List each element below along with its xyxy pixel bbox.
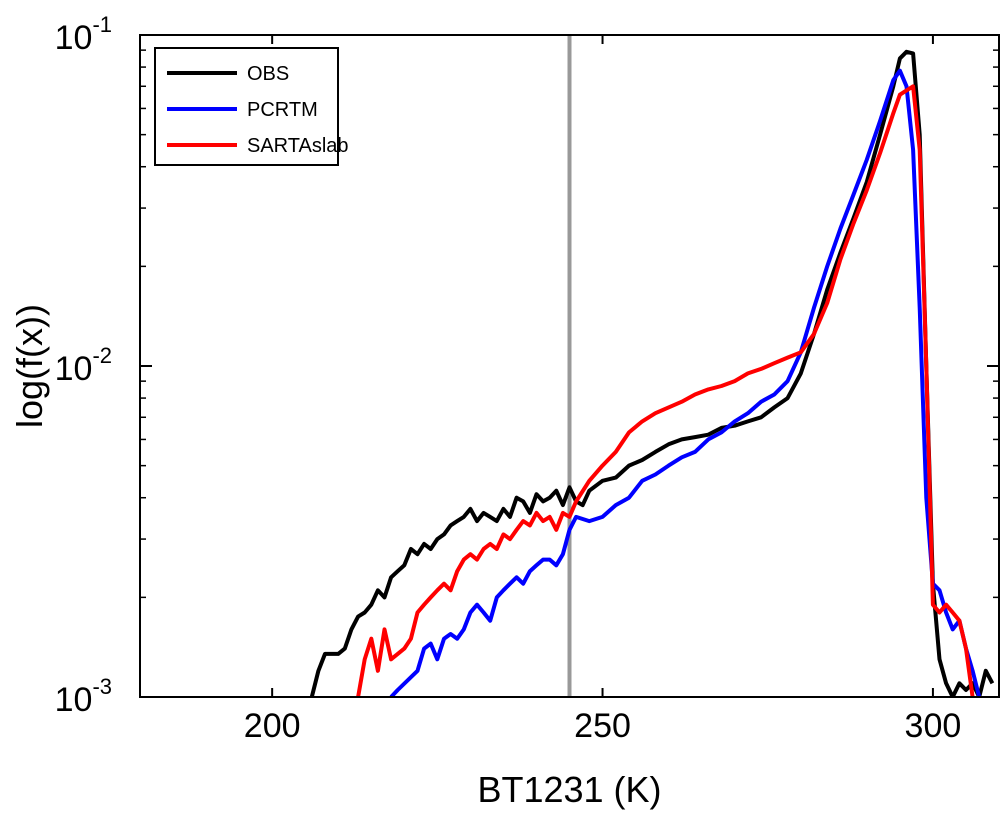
y-tick-label: 10-2 bbox=[55, 343, 112, 388]
plot-layer bbox=[309, 35, 995, 697]
x-tick-label: 300 bbox=[905, 707, 962, 745]
y-axis-title: log(f(x)) bbox=[9, 304, 50, 428]
series-line-sartaslab bbox=[356, 84, 976, 697]
series-line-pcrtm bbox=[389, 68, 982, 697]
series-line-obs bbox=[309, 49, 995, 697]
y-tick-label: 10-3 bbox=[55, 674, 112, 719]
axes-layer: 200 250 300 10-3 10-2 10-1 bbox=[55, 12, 999, 745]
x-tick-label: 200 bbox=[244, 707, 301, 745]
legend-label: SARTAslab bbox=[247, 135, 349, 157]
x-axis-title: BT1231 (K) bbox=[477, 769, 661, 810]
legend-label: PCRTM bbox=[247, 99, 318, 121]
x-tick-label: 250 bbox=[574, 707, 631, 745]
y-tick-label: 10-1 bbox=[55, 12, 112, 57]
legend-label: OBS bbox=[247, 63, 289, 85]
legend: OBS PCRTM SARTAslab bbox=[154, 47, 349, 166]
